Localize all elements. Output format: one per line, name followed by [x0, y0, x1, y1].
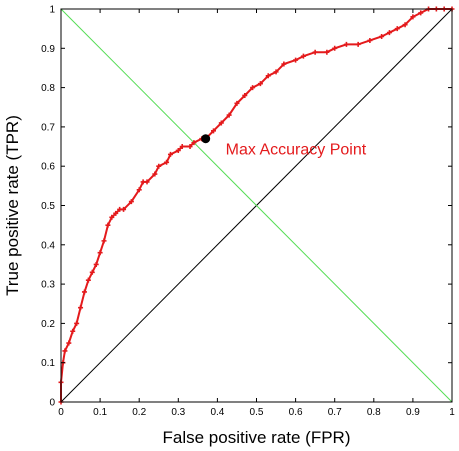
roc-point	[105, 222, 111, 228]
roc-point	[89, 269, 95, 275]
max-accuracy-point	[201, 134, 211, 144]
x-tick-label: 0.6	[289, 407, 303, 418]
roc-point	[386, 30, 392, 36]
roc-point	[66, 340, 72, 346]
roc-point	[136, 187, 142, 193]
x-tick-label: 0.8	[367, 407, 381, 418]
roc-point	[175, 147, 181, 153]
y-tick-label: 0.2	[41, 319, 55, 330]
x-tick-label: 0	[58, 407, 64, 418]
roc-point	[109, 214, 115, 220]
roc-point	[410, 14, 416, 20]
series-line-anti-diagonal	[60, 8, 453, 403]
roc-point	[152, 171, 158, 177]
y-axis-ticks: 0 0.1 0.2 0.3 0.4 0.5 0.6 0.7 0.8 0.9 1	[41, 5, 452, 409]
roc-point	[402, 22, 408, 28]
roc-point	[101, 238, 107, 244]
roc-point	[167, 151, 173, 157]
roc-point	[300, 53, 306, 59]
x-tick-label: 0.3	[171, 407, 185, 418]
roc-point	[93, 261, 99, 267]
x-tick-label: 0.4	[210, 407, 224, 418]
roc-point	[144, 179, 150, 185]
roc-point	[218, 120, 224, 126]
x-tick-label: 0.2	[132, 407, 146, 418]
roc-point	[332, 45, 338, 51]
roc-point	[164, 159, 170, 165]
roc-point	[81, 289, 87, 295]
roc-point	[265, 73, 271, 79]
x-tick-label: 0.5	[250, 407, 264, 418]
roc-point	[191, 140, 197, 146]
roc-point	[70, 328, 76, 334]
roc-point	[312, 49, 318, 55]
y-tick-label: 0.3	[41, 280, 55, 291]
x-axis-title: False positive rate (FPR)	[163, 428, 351, 447]
y-tick-label: 0.6	[41, 162, 55, 173]
y-axis-title: True positive rate (TPR)	[3, 115, 22, 296]
roc-point	[293, 57, 299, 63]
roc-point	[281, 61, 287, 67]
roc-point	[113, 210, 119, 216]
roc-point	[226, 112, 232, 118]
roc-point	[121, 206, 127, 212]
y-tick-label: 0.5	[41, 201, 55, 212]
roc-point	[62, 348, 68, 354]
x-tick-label: 1	[449, 407, 455, 418]
y-tick-label: 0.1	[41, 358, 55, 369]
x-tick-label: 0.1	[93, 407, 107, 418]
x-tick-label: 0.9	[406, 407, 420, 418]
roc-point	[394, 26, 400, 32]
x-tick-label: 0.7	[328, 407, 342, 418]
roc-point	[128, 199, 134, 205]
annotation-max-accuracy: Max Accuracy Point	[226, 142, 367, 159]
x-axis-ticks: 0 0.1 0.2 0.3 0.4 0.5 0.6 0.7 0.8 0.9 1	[58, 9, 455, 418]
roc-point	[379, 34, 385, 40]
roc-point	[187, 144, 193, 150]
roc-point	[343, 41, 349, 47]
roc-point	[97, 250, 103, 256]
roc-point	[367, 37, 373, 43]
y-tick-label: 0.7	[41, 122, 55, 133]
roc-point	[179, 144, 185, 150]
roc-point	[78, 305, 84, 311]
roc-point	[355, 41, 361, 47]
roc-markers	[58, 6, 455, 405]
y-tick-label: 0.4	[41, 240, 55, 251]
roc-point	[85, 277, 91, 283]
roc-point	[74, 320, 80, 326]
roc-point	[242, 92, 248, 98]
roc-point	[324, 49, 330, 55]
roc-point	[257, 81, 263, 87]
roc-point	[156, 163, 162, 169]
roc-point	[250, 85, 256, 91]
y-tick-label: 0	[49, 398, 55, 409]
roc-point	[234, 100, 240, 106]
roc-point	[210, 128, 216, 134]
roc-point	[273, 69, 279, 75]
y-tick-label: 0.9	[41, 44, 55, 55]
y-tick-label: 1	[49, 5, 55, 16]
y-tick-label: 0.8	[41, 83, 55, 94]
roc-point	[418, 10, 424, 16]
